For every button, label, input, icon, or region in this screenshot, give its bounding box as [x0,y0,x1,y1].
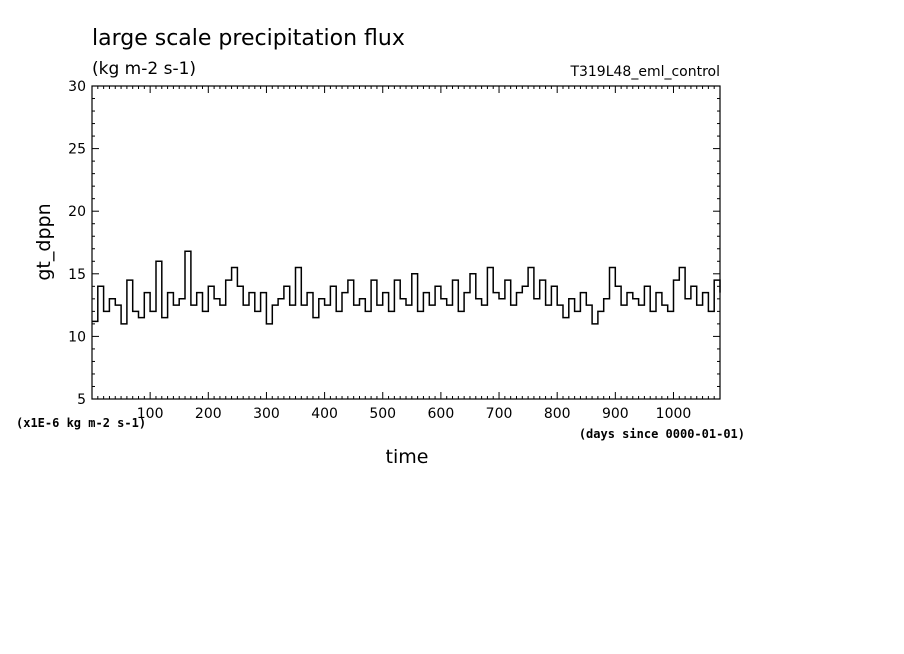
y-tick-label: 5 [77,392,86,408]
x-tick-labels: 100 200 300 400 500 600 700 800 900 1000 [137,406,692,422]
y-tick-label: 15 [68,267,86,283]
y-tick-label: 10 [68,329,86,345]
x-tick-label: 600 [428,406,455,422]
y-tick-label: 20 [68,204,86,220]
y-axis-label: gt_dppn [33,203,55,280]
x-tick-label: 500 [369,406,396,422]
x-tick-label: 200 [195,406,222,422]
x-tick-label: 1000 [656,406,692,422]
y-tick-label: 25 [68,142,86,158]
x-tick-label: 100 [137,406,164,422]
x-tick-label: 400 [311,406,338,422]
x-axis-label: time [386,446,429,468]
y-tick-label: 30 [68,79,86,95]
chart-title: large scale precipitation flux [92,26,405,51]
y-unit-note: (x1E-6 kg m-2 s-1) [16,416,146,430]
axis-ticks [92,85,720,400]
x-tick-label: 900 [602,406,629,422]
chart-subtitle: (kg m-2 s-1) [92,59,196,79]
series-line [92,250,721,325]
x-unit-note: (days since 0000-01-01) [579,427,745,441]
x-tick-label: 700 [486,406,513,422]
y-tick-labels: 5 10 15 20 25 30 [68,79,86,408]
x-tick-label: 800 [544,406,571,422]
x-tick-label: 300 [253,406,280,422]
run-label: T319L48_eml_control [569,64,720,80]
plot-frame [91,85,721,400]
